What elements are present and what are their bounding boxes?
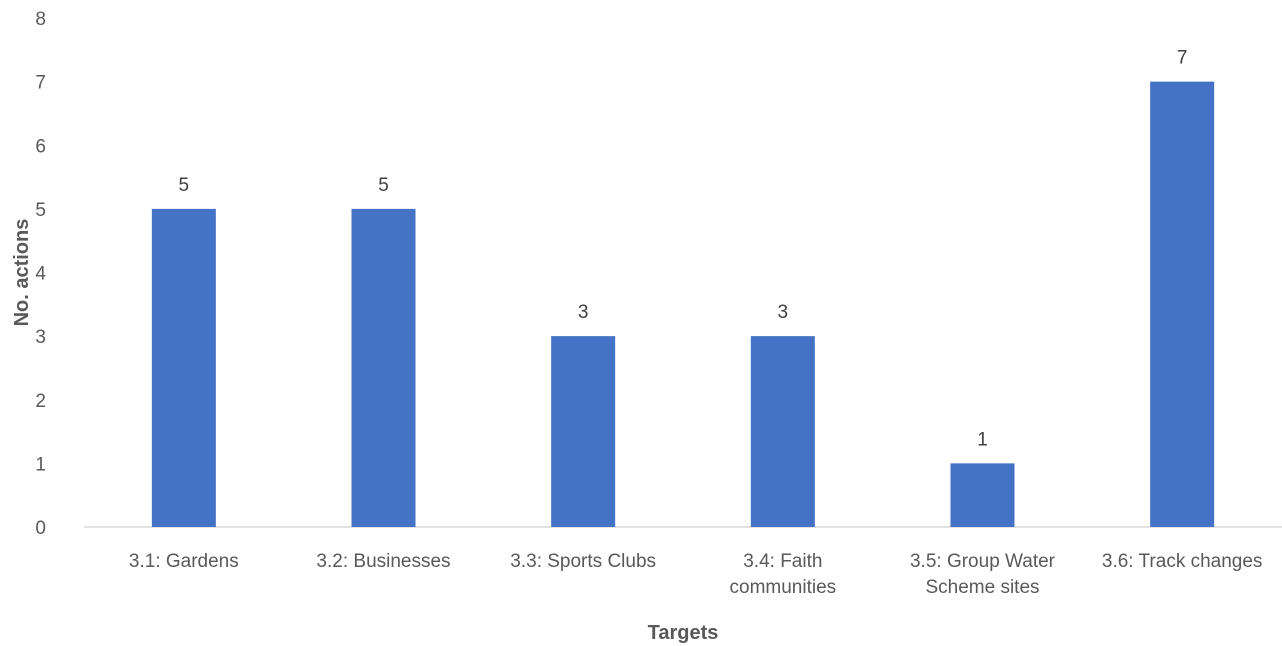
bar xyxy=(351,208,416,527)
x-axis-title: Targets xyxy=(648,622,719,644)
y-tick-label: 3 xyxy=(35,327,46,348)
x-tick-label: 3.4: Faith communities xyxy=(730,551,837,598)
y-tick-label: 4 xyxy=(35,264,46,285)
data-label: 3 xyxy=(578,302,589,323)
bar xyxy=(551,336,616,527)
bar xyxy=(151,208,216,527)
data-label: 7 xyxy=(1177,48,1188,69)
y-tick-label: 8 xyxy=(35,9,46,30)
x-tick-label: 3.5: Group Water Scheme sites xyxy=(910,551,1056,598)
data-labels-group: 5 5 3 3 1 7 xyxy=(179,48,1188,451)
y-tick-label: 2 xyxy=(35,391,46,412)
y-tick-label: 7 xyxy=(35,73,46,94)
x-tick-label: 3.3: Sports Clubs xyxy=(510,551,656,572)
y-tick-label: 5 xyxy=(35,200,46,221)
bar xyxy=(950,463,1015,527)
x-axis-ticks: 3.1: Gardens 3.2: Businesses 3.3: Sports C… xyxy=(129,551,1263,598)
y-tick-label: 1 xyxy=(35,454,46,475)
y-axis-ticks: 0 1 2 3 4 5 6 7 8 xyxy=(35,9,46,539)
x-tick-label: 3.2: Businesses xyxy=(316,551,450,572)
data-label: 5 xyxy=(179,175,190,196)
data-label: 3 xyxy=(778,302,789,323)
y-tick-label: 0 xyxy=(35,518,46,539)
y-axis-title: No. actions xyxy=(11,219,33,327)
data-label: 1 xyxy=(977,429,988,450)
x-tick-label: 3.1: Gardens xyxy=(129,551,239,572)
data-label: 5 xyxy=(378,175,389,196)
bar xyxy=(750,336,815,527)
bars-group xyxy=(151,81,1215,527)
y-tick-label: 6 xyxy=(35,136,46,157)
x-tick-label: 3.6: Track changes xyxy=(1102,551,1263,572)
bar xyxy=(1150,81,1215,527)
